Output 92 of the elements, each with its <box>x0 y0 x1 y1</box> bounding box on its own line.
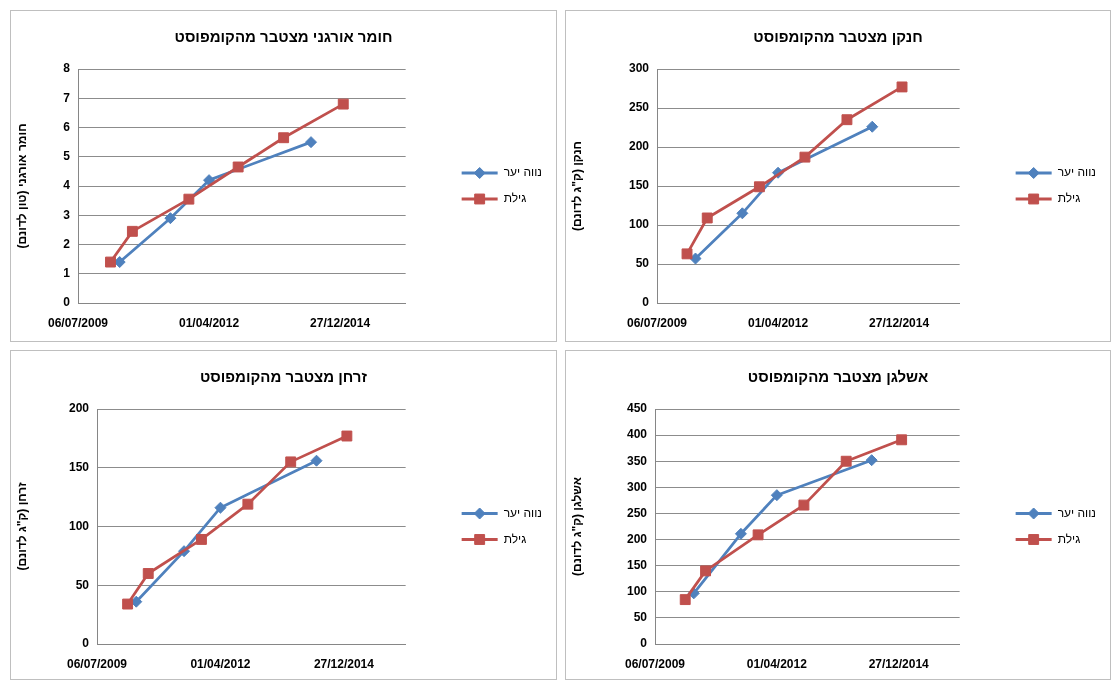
y-tick-label: 350 <box>626 453 648 468</box>
y-tick-label: 50 <box>75 577 90 592</box>
point <box>337 98 349 110</box>
x-tick-label: 01/04/2012 <box>746 656 808 671</box>
x-tick-label: 27/12/2014 <box>313 656 375 671</box>
y-tick-label: 300 <box>626 479 648 494</box>
y-tick-label: 1 <box>63 266 71 281</box>
x-tick-label: 27/12/2014 <box>868 656 930 671</box>
legend-label: נווה יער <box>1057 165 1096 180</box>
point <box>142 568 154 579</box>
point <box>734 527 747 540</box>
y-tick-label: 0 <box>640 636 648 651</box>
point <box>798 499 810 511</box>
y-tick-label: 200 <box>626 531 648 546</box>
legend-label: נווה יער <box>503 165 542 180</box>
y-tick-label: 150 <box>628 178 650 193</box>
point <box>126 225 138 237</box>
y-tick-label: 50 <box>633 610 648 625</box>
x-tick-label: 01/04/2012 <box>190 656 251 671</box>
legend-label: נווה יער <box>503 505 542 520</box>
y-axis-title: זרחן (ק"ג לדונם) <box>14 481 29 571</box>
point <box>681 248 693 260</box>
legend-label: גילת <box>1057 531 1081 546</box>
y-axis-title: חנקן (ק"ג לדונם) <box>569 140 584 232</box>
y-tick-label: 4 <box>63 178 71 193</box>
x-tick-label: 06/07/2009 <box>47 315 109 330</box>
point <box>752 529 764 541</box>
y-tick-label: 6 <box>63 119 71 134</box>
y-tick-label: 100 <box>626 584 648 599</box>
y-tick-label: 50 <box>635 256 650 271</box>
point <box>841 114 853 126</box>
y-tick-label: 150 <box>626 557 648 572</box>
point <box>164 212 177 225</box>
point <box>341 430 353 442</box>
y-tick-label: 5 <box>63 149 71 164</box>
y-tick-label: 450 <box>626 401 648 416</box>
legend-label: גילת <box>1057 191 1081 206</box>
y-tick-label: 0 <box>82 636 90 651</box>
y-tick-label: 100 <box>628 217 650 232</box>
chart-title: חומר אורגני מצטבר מהקומפוסט <box>174 28 393 46</box>
x-tick-label: 27/12/2014 <box>869 315 930 330</box>
point <box>840 455 852 467</box>
y-tick-label: 200 <box>68 401 90 416</box>
point <box>736 207 749 220</box>
point <box>866 120 879 133</box>
point <box>701 212 713 224</box>
y-tick-label: 7 <box>63 90 71 105</box>
y-tick-label: 250 <box>628 100 650 115</box>
point <box>242 498 254 510</box>
y-tick-label: 0 <box>642 295 650 310</box>
point <box>285 456 297 468</box>
y-tick-label: 150 <box>68 460 90 475</box>
y-tick-label: 300 <box>628 61 650 76</box>
x-tick-label: 01/04/2012 <box>748 315 809 330</box>
point <box>214 501 227 514</box>
point <box>232 161 244 173</box>
chart-title: אשלגן מצטבר מהקומפוסט <box>747 368 929 386</box>
legend-label: גילת <box>503 531 527 546</box>
y-tick-label: 2 <box>63 236 71 251</box>
y-tick-label: 400 <box>626 427 648 442</box>
point <box>196 533 207 545</box>
y-tick-label: 250 <box>626 505 648 520</box>
point <box>753 181 765 193</box>
point <box>679 594 691 606</box>
chart-title: חנקן מצטבר מהקומפוסט <box>753 28 923 46</box>
point <box>278 132 290 144</box>
point <box>700 565 712 577</box>
chart-title: זרחן מצטבר מהקומפוסט <box>200 368 368 386</box>
legend-label: גילת <box>503 191 527 206</box>
y-axis-title: אשלגן (ק"ג לדונם) <box>569 477 584 576</box>
point <box>896 434 908 446</box>
point <box>770 489 783 502</box>
point <box>896 81 908 93</box>
y-axis-title: חומר אורגני (טון לדונם) <box>14 123 29 249</box>
point <box>310 454 323 467</box>
x-tick-label: 06/07/2009 <box>66 656 128 671</box>
y-tick-label: 200 <box>628 139 650 154</box>
point <box>122 598 134 610</box>
x-tick-label: 06/07/2009 <box>624 656 686 671</box>
point <box>799 151 811 163</box>
legend-label: נווה יער <box>1057 505 1096 520</box>
point <box>105 256 116 268</box>
x-tick-label: 01/04/2012 <box>179 315 240 330</box>
x-tick-label: 27/12/2014 <box>310 315 371 330</box>
x-tick-label: 06/07/2009 <box>626 315 688 330</box>
y-tick-label: 0 <box>63 295 71 310</box>
y-tick-label: 3 <box>63 207 71 222</box>
point <box>305 136 318 149</box>
point <box>183 193 195 205</box>
point <box>865 454 878 467</box>
y-tick-label: 8 <box>63 61 71 76</box>
y-tick-label: 100 <box>68 518 90 533</box>
